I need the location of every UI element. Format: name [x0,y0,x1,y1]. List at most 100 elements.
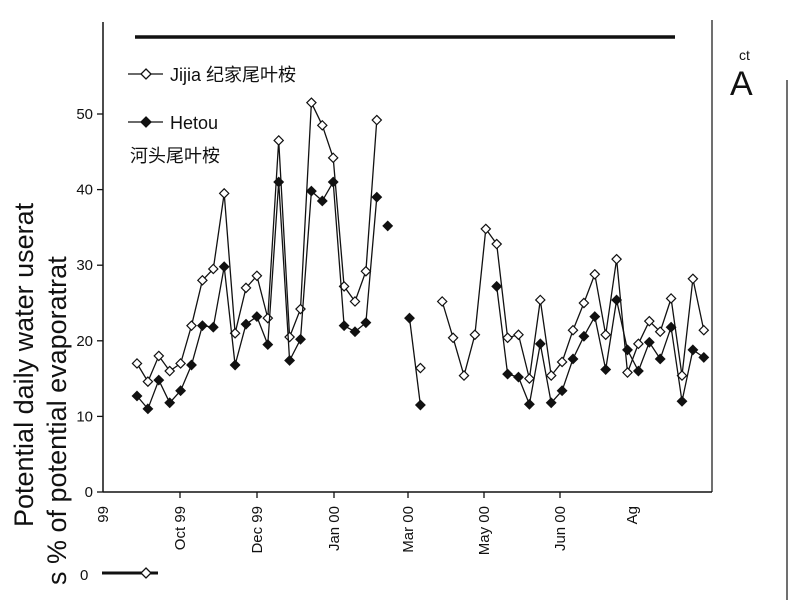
data-point [523,373,535,385]
series-hetou [131,176,710,415]
bottom-legend-fragment: 0 [80,567,158,584]
data-point [349,296,361,307]
data-point [687,344,699,356]
y-tick-label: 30 [76,257,93,274]
data-point [513,329,524,341]
legend-jijia-marker [140,68,152,80]
data-point [458,370,470,382]
data-point [327,152,339,164]
data-point [295,303,306,315]
data-point [186,320,197,332]
data-point [142,403,154,415]
data-point [218,261,230,273]
data-point [513,371,524,383]
data-point [164,397,176,409]
series-layer [131,97,710,415]
data-point [142,376,154,388]
data-point [436,296,448,307]
data-point [611,294,623,306]
y-axis-label-line1: Potential daily water userat [9,202,39,527]
x-tick-label: Mar 00 [400,506,417,553]
x-tick-label: Jan 00 [326,506,343,551]
series-line [136,102,378,384]
data-point [327,176,339,188]
data-point [545,397,557,409]
y-tick-label: 20 [76,333,93,350]
data-point [414,399,426,411]
data-point [131,358,143,369]
y-axis-label-line2: s % of potential evaporatrat [42,256,72,585]
y-tick-label: 0 [85,484,93,501]
data-point [153,374,165,386]
data-point [632,338,644,350]
data-point [316,195,328,207]
data-point [360,317,372,329]
data-point [502,368,514,380]
y-tick-label: 10 [76,408,93,425]
data-point [491,238,503,250]
data-point [295,333,306,345]
data-point [414,362,426,374]
data-point [567,353,579,365]
data-point [665,293,677,304]
data-point [371,191,383,203]
y-tick-label: 40 [76,182,93,199]
data-point [654,326,666,338]
series-line [136,179,378,411]
data-point [186,359,197,371]
x-tick-label: Oct 99 [172,506,189,550]
y-ticks: 0 10 20 30 40 50 [76,106,103,501]
data-point [251,270,263,282]
data-point [665,321,677,333]
data-point [175,385,187,397]
data-point [687,273,699,285]
data-point [523,398,535,410]
data-point [316,119,328,131]
data-point [240,318,252,330]
data-point [273,135,285,146]
series-line [496,286,705,407]
data-point [698,351,710,363]
data-point [338,320,350,332]
x-tick-label: Ag [624,506,641,524]
data-point [305,185,317,197]
data-point [578,330,590,342]
data-point [218,187,230,199]
data-point [196,320,208,332]
data-point [567,324,579,336]
data-point [654,353,666,365]
data-point [153,350,165,362]
data-point [545,370,557,382]
data-point [284,331,296,343]
data-point [534,294,546,306]
data-point [622,367,633,379]
svg-text:0: 0 [80,567,88,584]
data-point [600,364,612,375]
data-point [305,97,317,109]
x-tick-label: 99 [95,506,112,523]
legend-jijia-label: Jijia 纪家尾叶桉 [170,65,296,85]
data-point [207,263,219,275]
data-point [196,274,208,286]
data-point [502,332,514,344]
data-point [273,176,285,188]
data-point [698,324,710,336]
x-ticks: 99 Oct 99 Dec 99 Jan 00 Mar 00 May 00 Jun 00 Ag [95,492,641,555]
series-jijia [131,97,710,388]
data-point [534,338,546,350]
data-point [589,268,601,280]
data-point [622,344,633,356]
x-tick-label: May 00 [476,506,493,555]
data-point [578,297,590,309]
y-tick-label: 50 [76,106,93,123]
data-point [643,315,655,327]
data-point [404,312,415,324]
legend: Jijia 纪家尾叶桉 Hetou 河头尾叶桉 [128,65,296,166]
data-point [447,332,459,344]
series-line [408,318,422,406]
data-point [556,356,568,368]
data-point [360,265,372,277]
x-tick-label: Dec 99 [249,506,266,554]
data-point [676,395,688,407]
